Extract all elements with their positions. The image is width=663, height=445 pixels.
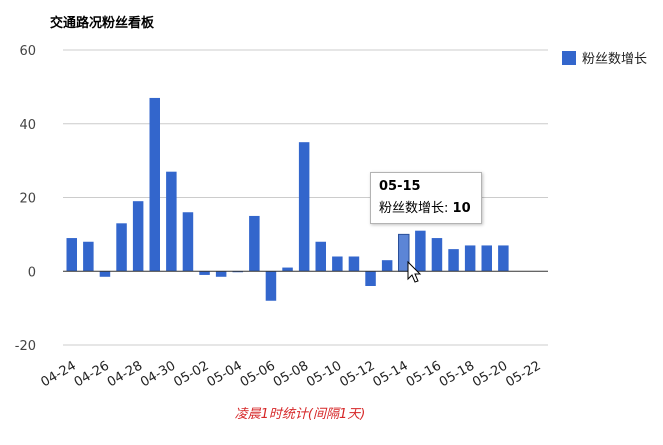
bar-05-14[interactable] [398, 233, 410, 272]
bar-05-15[interactable] [415, 230, 426, 272]
tooltip-row: 粉丝数增长: 10 [379, 197, 473, 216]
bars [66, 97, 509, 301]
y-tick-label: 60 [19, 44, 36, 59]
x-tick-label: 05-06 [238, 358, 278, 390]
bar-05-10[interactable] [332, 256, 343, 272]
x-tick-label: 04-28 [105, 358, 145, 390]
x-tick-label: 04-26 [72, 358, 112, 390]
y-tick-label: 40 [19, 118, 36, 133]
x-tick-label: 05-22 [503, 358, 543, 390]
footer-note: 凌晨1时统计(间隔1天) [234, 407, 366, 422]
y-tick-label: -20 [15, 339, 36, 354]
bar-04-25[interactable] [83, 241, 94, 272]
x-tick-label: 05-02 [171, 358, 211, 390]
y-tick-label: 0 [28, 265, 36, 280]
legend-label: 粉丝数增长 [582, 52, 648, 67]
x-tick-label: 05-18 [437, 358, 477, 390]
bar-05-02[interactable] [199, 271, 210, 275]
mouse-cursor-icon [407, 260, 422, 283]
tooltip-title: 05-15 [379, 179, 421, 194]
x-tick-label: 05-10 [304, 358, 344, 390]
bar-05-11[interactable] [348, 256, 360, 272]
cursor-arrow [407, 260, 422, 283]
legend[interactable]: 粉丝数增长 [562, 48, 647, 67]
x-tick-label: 05-08 [271, 358, 311, 390]
bar-04-26[interactable] [99, 271, 111, 277]
x-tick-label: 05-12 [337, 358, 377, 390]
bar-04-28[interactable] [132, 201, 144, 272]
bar-05-20[interactable] [498, 245, 509, 272]
x-tick-label: 05-14 [371, 358, 411, 390]
bar-05-13[interactable] [381, 260, 393, 272]
bar-05-16[interactable] [431, 238, 443, 272]
bar-05-06[interactable] [265, 271, 277, 301]
bar-05-03[interactable] [215, 271, 227, 277]
bar-04-24[interactable] [66, 238, 78, 272]
bar-05-01[interactable] [182, 212, 194, 272]
bar-05-12[interactable] [365, 271, 376, 286]
x-tick-label: 05-20 [470, 358, 510, 390]
tooltip-value: 10 [452, 201, 471, 216]
bar-05-08[interactable] [298, 142, 310, 272]
bar-tooltip: 05-15 粉丝数增长: 10 [370, 172, 482, 224]
bar-04-27[interactable] [116, 223, 127, 272]
chart-title: 交通路况粉丝看板 [50, 16, 155, 31]
tooltip-label: 粉丝数增长: [379, 201, 449, 216]
bar-05-19[interactable] [481, 245, 493, 272]
bar-05-17[interactable] [448, 249, 459, 272]
x-tick-label: 05-04 [205, 358, 245, 390]
bar-04-29[interactable] [149, 97, 161, 272]
bar-05-09[interactable] [315, 241, 327, 272]
x-axis-ticks: 04-2404-2604-2804-3005-0205-0405-0605-08… [39, 358, 544, 390]
bar-05-07[interactable] [282, 267, 293, 272]
bar-05-18[interactable] [464, 245, 476, 272]
x-tick-label: 05-16 [404, 358, 444, 390]
y-tick-label: 20 [19, 192, 36, 207]
y-axis-ticks: -20 0 20 40 60 [15, 44, 36, 354]
legend-swatch [562, 50, 576, 65]
bar-04-30[interactable] [166, 171, 177, 272]
bar-05-05[interactable] [249, 215, 260, 272]
x-tick-label: 04-24 [39, 358, 79, 390]
x-tick-label: 04-30 [138, 358, 178, 390]
